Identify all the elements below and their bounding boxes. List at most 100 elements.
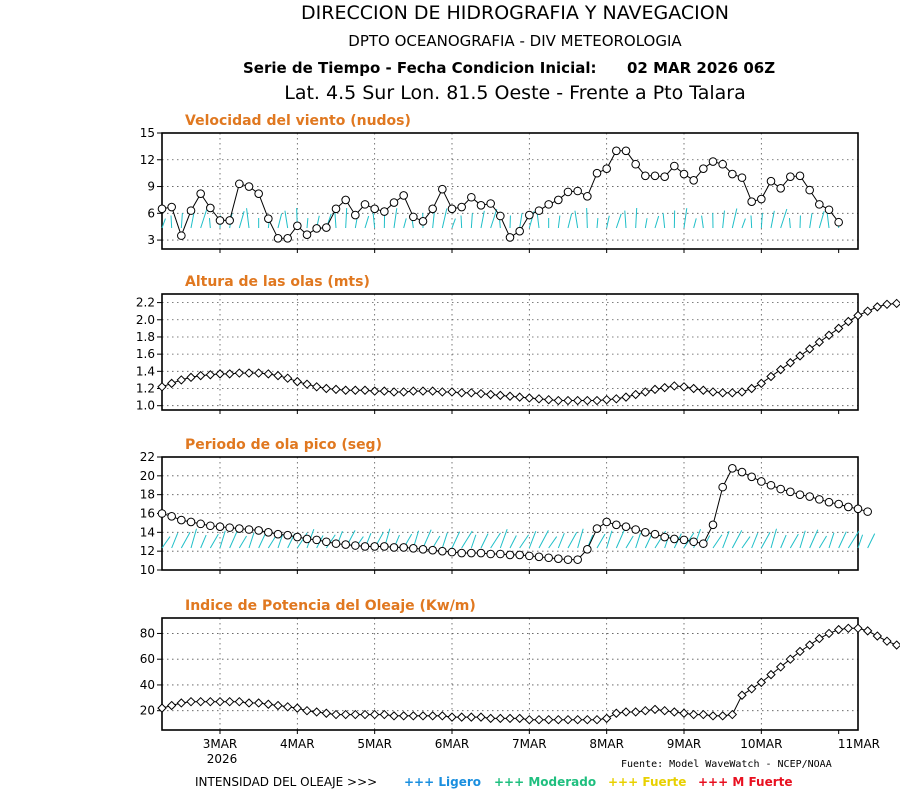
data-point [679, 169, 689, 179]
data-point [679, 382, 689, 392]
x-tick-label: 3MAR [203, 737, 238, 751]
data-point [157, 204, 167, 214]
main-title: DIRECCION DE HIDROGRAFIA Y NAVEGACION [301, 2, 729, 24]
data-point [872, 302, 883, 312]
data-point [601, 713, 612, 724]
data-point [708, 711, 718, 721]
direction-arrow [422, 529, 432, 549]
data-point [476, 548, 486, 558]
data-point [776, 184, 785, 193]
y-tick-label: 15 [140, 126, 155, 140]
data-point [660, 172, 669, 182]
data-point [563, 714, 573, 725]
data-point [728, 464, 737, 473]
data-point [534, 394, 544, 404]
data-point [882, 636, 892, 646]
data-point [369, 386, 380, 396]
data-point [205, 370, 216, 380]
data-point [176, 375, 187, 385]
data-point [641, 171, 650, 181]
direction-arrow [432, 210, 435, 229]
data-point [534, 714, 544, 725]
data-point [717, 388, 728, 398]
y-tick-label: 16 [140, 507, 155, 521]
data-point [824, 205, 834, 215]
data-point [737, 387, 747, 397]
direction-arrow [867, 533, 876, 549]
data-point [408, 711, 419, 721]
data-point [331, 384, 341, 395]
direction-arrow [200, 208, 208, 229]
data-point [186, 696, 196, 707]
data-point [815, 200, 824, 209]
data-point [543, 714, 554, 725]
data-point [679, 708, 689, 718]
direction-arrow [760, 213, 763, 229]
panel-title: Velocidad del viento (nudos) [185, 113, 411, 129]
direction-arrow [615, 529, 625, 549]
data-point [843, 316, 854, 327]
direction-arrow [490, 208, 498, 229]
data-point [476, 388, 486, 399]
data-point [746, 383, 757, 394]
data-point [786, 172, 795, 182]
x-tick-label: 4MAR [280, 737, 315, 751]
data-point [814, 633, 825, 644]
data-point [311, 707, 322, 717]
data-point [273, 700, 283, 711]
location-label: Lat. 4.5 Sur Lon. 81.5 Oeste - Frente a … [284, 82, 746, 104]
data-point [235, 179, 244, 189]
direction-arrow [248, 532, 255, 549]
data-point [273, 529, 283, 539]
direction-arrow [567, 213, 573, 229]
data-point [679, 535, 689, 545]
data-point [457, 202, 466, 212]
data-point [688, 383, 699, 394]
data-point [746, 684, 757, 694]
data-point [399, 543, 408, 552]
data-point [862, 626, 873, 636]
direction-arrow [644, 218, 648, 229]
direction-arrow [451, 218, 456, 229]
data-point [631, 159, 640, 169]
direction-arrow [722, 531, 730, 549]
direction-arrow [693, 218, 697, 229]
data-point [215, 522, 225, 531]
data-point [234, 696, 245, 707]
data-point [757, 194, 766, 204]
data-point [186, 372, 196, 383]
data-point [157, 382, 167, 392]
data-point [728, 169, 737, 179]
data-point [525, 551, 534, 561]
data-point [418, 217, 428, 226]
data-point [525, 210, 534, 220]
data-point [670, 161, 679, 171]
data-point [496, 211, 505, 221]
direction-arrow [246, 208, 250, 229]
y-tick-label: 1.4 [136, 364, 155, 378]
data-point [824, 330, 834, 340]
direction-arrow [654, 215, 660, 229]
data-point [882, 299, 892, 310]
direction-arrow [451, 531, 461, 549]
direction-arrow [809, 529, 819, 549]
direction-arrow [277, 534, 284, 549]
data-point [467, 192, 476, 202]
y-tick-label: 6 [147, 206, 155, 220]
direction-arrow [606, 530, 613, 549]
direction-arrow [229, 529, 239, 549]
data-point [177, 231, 186, 240]
data-point [302, 379, 312, 389]
direction-arrow [209, 533, 219, 549]
data-point [853, 310, 863, 321]
data-point [650, 704, 660, 715]
data-point [689, 537, 698, 547]
data-point [611, 394, 622, 404]
data-point [563, 555, 573, 564]
data-point [293, 532, 302, 542]
data-point [505, 391, 515, 401]
plot-frame [161, 293, 859, 411]
data-point [351, 210, 360, 220]
data-point [689, 175, 698, 185]
data-point [302, 534, 312, 544]
